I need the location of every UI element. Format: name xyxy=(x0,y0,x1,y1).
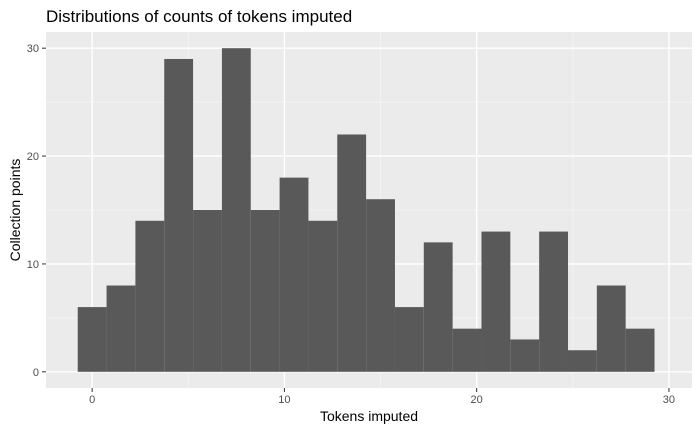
histogram-bar xyxy=(221,48,251,372)
histogram-bar xyxy=(250,210,280,372)
histogram-bar xyxy=(279,177,309,372)
histogram-bar xyxy=(596,285,626,372)
y-tick-label: 30 xyxy=(27,43,39,55)
x-tick-label: 0 xyxy=(89,394,95,406)
histogram-bar xyxy=(308,220,338,372)
histogram-bar xyxy=(481,231,511,372)
x-axis-title: Tokens imputed xyxy=(320,408,418,424)
histogram-bar xyxy=(193,210,222,372)
histogram-bar xyxy=(77,307,107,372)
y-axis: 0 10 20 30 xyxy=(27,43,46,379)
histogram-bars xyxy=(77,48,655,372)
y-tick-label: 10 xyxy=(27,259,39,271)
histogram-bar xyxy=(539,231,568,372)
x-tick-label: 20 xyxy=(471,394,483,406)
histogram-bar xyxy=(337,134,367,372)
y-tick-label: 0 xyxy=(33,367,39,379)
histogram-bar xyxy=(510,339,540,372)
histogram-bar xyxy=(366,199,395,372)
x-tick-label: 10 xyxy=(278,394,290,406)
histogram-bar xyxy=(135,220,165,372)
histogram-bar xyxy=(164,58,194,372)
x-tick-label: 30 xyxy=(663,394,675,406)
histogram-bar xyxy=(625,328,655,372)
histogram-bar xyxy=(452,328,482,372)
y-axis-title: Collection points xyxy=(7,159,23,262)
histogram-bar xyxy=(567,350,597,372)
histogram-bar xyxy=(423,242,453,372)
chart-title: Distributions of counts of tokens impute… xyxy=(46,7,352,26)
histogram-bar xyxy=(394,307,424,372)
y-tick-label: 20 xyxy=(27,151,39,163)
x-axis: 0 10 20 30 xyxy=(89,388,675,406)
histogram-bar xyxy=(106,285,136,372)
